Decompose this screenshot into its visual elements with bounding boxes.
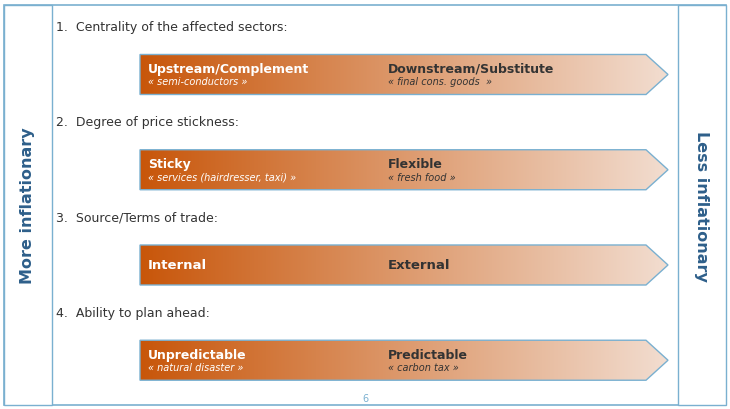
Text: Sticky: Sticky bbox=[148, 158, 191, 171]
Text: 4.  Ability to plan ahead:: 4. Ability to plan ahead: bbox=[56, 306, 210, 319]
Text: Predictable: Predictable bbox=[388, 348, 468, 361]
Text: « services (hairdresser, taxi) »: « services (hairdresser, taxi) » bbox=[148, 172, 296, 182]
Text: 2.  Degree of price stickness:: 2. Degree of price stickness: bbox=[56, 116, 239, 129]
Text: Upstream/Complement: Upstream/Complement bbox=[148, 63, 310, 76]
Bar bbox=[678, 6, 726, 405]
Text: Internal: Internal bbox=[148, 259, 207, 272]
Text: Unpredictable: Unpredictable bbox=[148, 348, 247, 361]
Text: « carbon tax »: « carbon tax » bbox=[388, 362, 459, 372]
Bar bbox=[4, 6, 52, 405]
Text: 1.  Centrality of the affected sectors:: 1. Centrality of the affected sectors: bbox=[56, 21, 288, 34]
Text: « fresh food »: « fresh food » bbox=[388, 172, 456, 182]
Text: « natural disaster »: « natural disaster » bbox=[148, 362, 243, 372]
Text: 6: 6 bbox=[362, 393, 368, 403]
Text: External: External bbox=[388, 259, 450, 272]
Text: Flexible: Flexible bbox=[388, 158, 443, 171]
Text: « final cons. goods  »: « final cons. goods » bbox=[388, 77, 492, 87]
Text: More inflationary: More inflationary bbox=[20, 127, 36, 283]
Text: Downstream/Substitute: Downstream/Substitute bbox=[388, 63, 555, 76]
Text: Less inflationary: Less inflationary bbox=[694, 130, 710, 281]
Text: 3.  Source/Terms of trade:: 3. Source/Terms of trade: bbox=[56, 211, 218, 224]
Text: « semi-conductors »: « semi-conductors » bbox=[148, 77, 247, 87]
